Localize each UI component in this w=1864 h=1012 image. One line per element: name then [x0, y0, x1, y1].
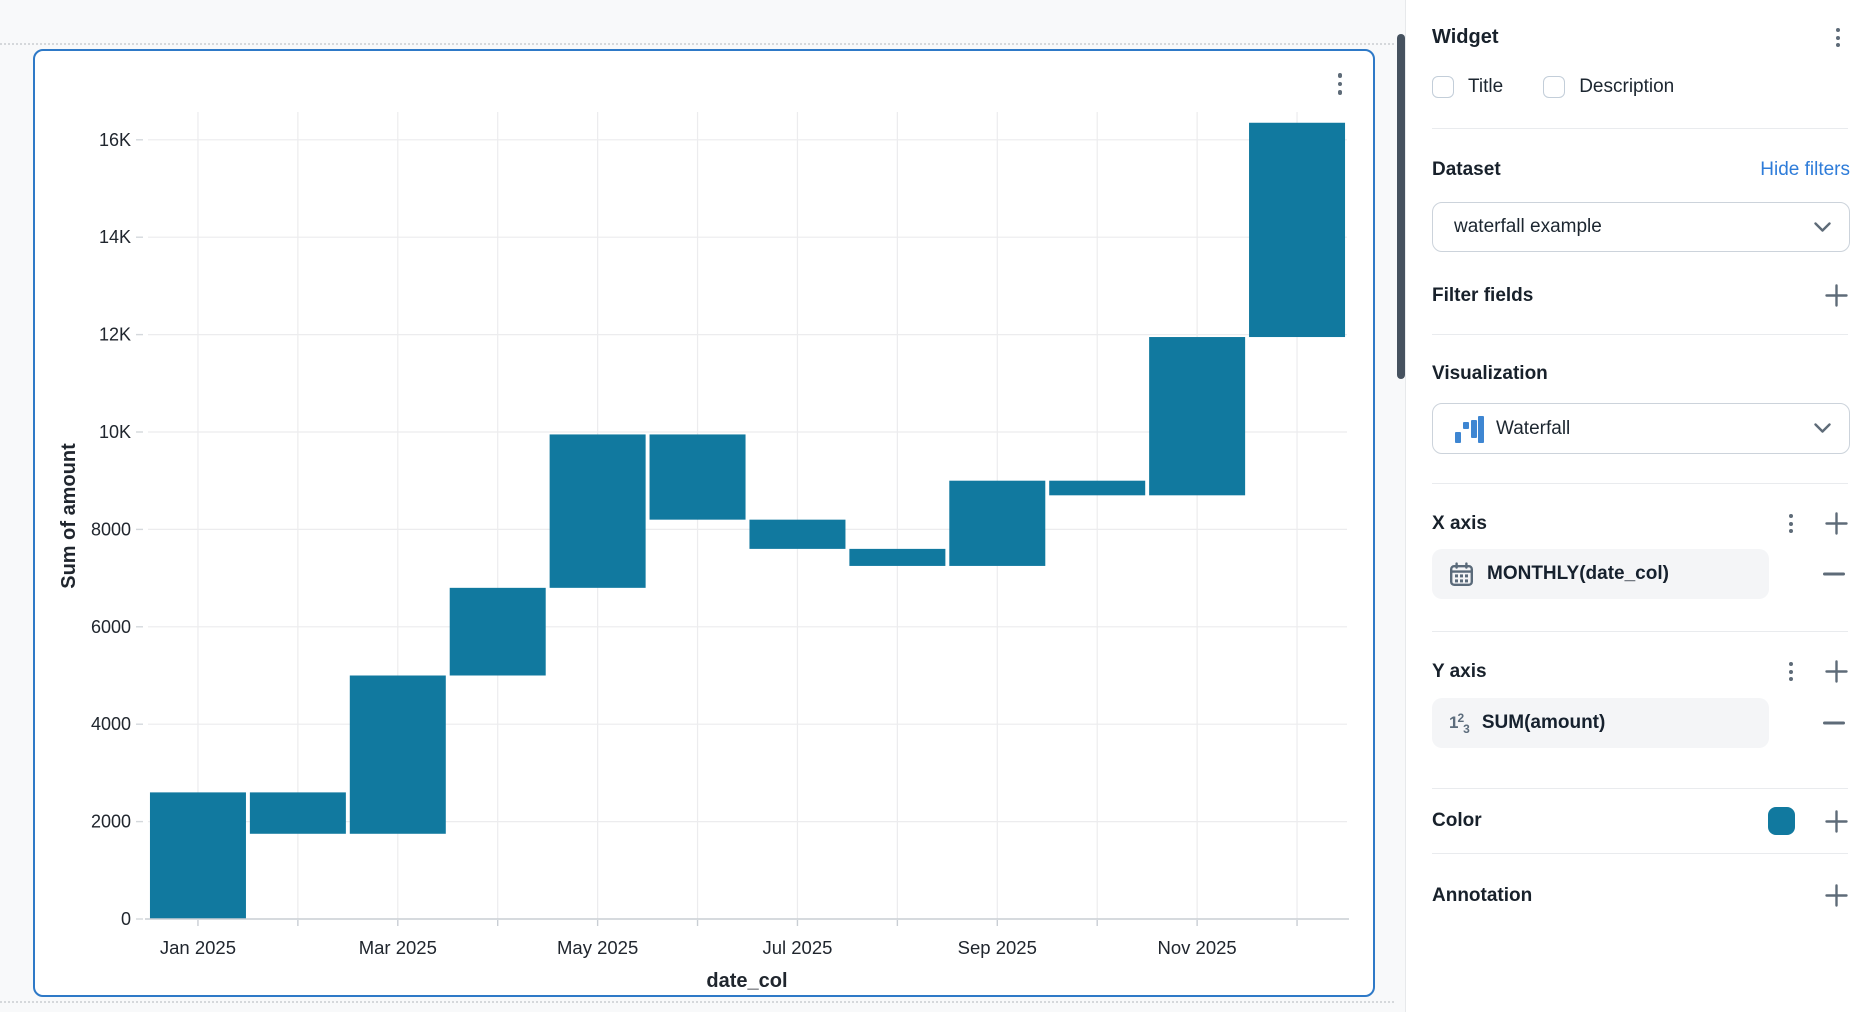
dashboard-canvas: 0 2000 4000 6000 8000 10K 12K 14K 16K Jan 2025 Mar…	[0, 43, 1394, 1003]
hide-filters-link[interactable]: Hide filters	[1760, 159, 1850, 180]
x-axis-field-name: MONTHLY(date_col)	[1487, 563, 1669, 584]
color-label: Color	[1432, 810, 1482, 831]
plus-icon	[1825, 809, 1848, 833]
y-tick-label: 4000	[91, 714, 131, 734]
x-axis-label: X axis	[1432, 512, 1487, 534]
y-axis-field-pill[interactable]: 123 SUM(amount)	[1432, 698, 1769, 748]
minus-icon	[1823, 572, 1845, 576]
add-y-axis-field-button[interactable]	[1825, 660, 1848, 683]
x-tick-label: Mar 2025	[359, 937, 437, 958]
waterfall-chart: 0 2000 4000 6000 8000 10K 12K 14K 16K Jan 2025 Mar…	[58, 112, 1349, 992]
section-divider	[1432, 483, 1848, 484]
remove-y-axis-field-button[interactable]	[1823, 721, 1845, 725]
add-x-axis-field-button[interactable]	[1825, 512, 1848, 535]
y-tick-label: 14K	[99, 227, 131, 247]
chevron-down-icon	[1814, 423, 1831, 433]
calendar-icon	[1450, 561, 1474, 586]
card-menu-kebab-icon[interactable]	[1336, 71, 1345, 97]
y-axis-label: Y axis	[1432, 660, 1487, 682]
x-tick-label: Jan 2025	[160, 937, 236, 958]
y-tick-label: 10K	[99, 422, 131, 442]
minus-icon	[1823, 721, 1845, 725]
x-axis-menu-kebab-icon[interactable]	[1787, 512, 1795, 535]
panel-title: Widget	[1432, 26, 1499, 48]
dataset-selected-value: waterfall example	[1454, 216, 1602, 237]
widget-config-panel: Widget Title Description Dataset	[1406, 0, 1864, 1012]
x-tick-label: May 2025	[557, 937, 638, 958]
waterfall-bar-jul[interactable]	[749, 519, 846, 549]
chevron-down-icon	[1814, 221, 1831, 232]
panel-divider	[1405, 0, 1406, 1012]
y-tick-label: 16K	[99, 130, 131, 150]
visualization-selected-value: Waterfall	[1496, 417, 1571, 439]
y-tick-label: 2000	[91, 812, 131, 832]
y-tick-label: 12K	[99, 325, 131, 345]
description-checkbox[interactable]	[1543, 76, 1566, 98]
waterfall-bar-dec[interactable]	[1249, 122, 1346, 338]
grid-guide-bottom	[0, 1001, 1394, 1003]
section-divider	[1432, 853, 1848, 854]
section-divider	[1432, 631, 1848, 632]
waterfall-bar-nov[interactable]	[1149, 337, 1246, 496]
x-tick-label: Nov 2025	[1158, 937, 1237, 958]
waterfall-chart-icon	[1454, 414, 1484, 444]
dataset-select[interactable]: waterfall example	[1432, 202, 1850, 252]
waterfall-bar-jan[interactable]	[149, 792, 246, 919]
waterfall-bars	[149, 122, 1346, 919]
x-axis-field-pill[interactable]: MONTHLY(date_col)	[1432, 549, 1769, 599]
visualization-select[interactable]: Waterfall	[1432, 403, 1850, 454]
panel-scrollbar[interactable]	[1397, 34, 1405, 379]
x-tick-label: Jul 2025	[762, 937, 832, 958]
waterfall-bar-may[interactable]	[549, 434, 646, 588]
dataset-label: Dataset	[1432, 159, 1501, 180]
number-123-icon: 123	[1449, 710, 1470, 736]
waterfall-bar-oct[interactable]	[1049, 480, 1146, 496]
waterfall-bar-mar[interactable]	[349, 675, 446, 834]
description-checkbox-label: Description	[1579, 76, 1675, 97]
add-annotation-button[interactable]	[1825, 884, 1848, 907]
add-color-button[interactable]	[1825, 809, 1848, 833]
section-divider	[1432, 788, 1848, 789]
section-divider	[1432, 128, 1848, 129]
grid-guide-top	[0, 43, 1394, 45]
series-color-swatch[interactable]	[1768, 807, 1795, 835]
panel-menu-kebab-icon[interactable]	[1834, 26, 1842, 49]
section-divider	[1432, 334, 1848, 335]
chart-widget-card[interactable]: 0 2000 4000 6000 8000 10K 12K 14K 16K Jan 2025 Mar…	[33, 49, 1375, 997]
y-tick-label: 8000	[91, 519, 131, 539]
add-filter-field-button[interactable]	[1825, 284, 1848, 307]
annotation-label: Annotation	[1432, 884, 1533, 906]
y-tick-label: 6000	[91, 617, 131, 637]
plus-icon	[1825, 512, 1848, 535]
waterfall-bar-apr[interactable]	[449, 587, 546, 676]
filter-fields-label: Filter fields	[1432, 284, 1534, 306]
title-checkbox[interactable]	[1432, 76, 1454, 98]
y-axis-field-name: SUM(amount)	[1481, 712, 1606, 733]
waterfall-bar-jun[interactable]	[649, 434, 746, 520]
axis-tick-labels: 0 2000 4000 6000 8000 10K 12K 14K 16K Jan 2025 Mar…	[91, 130, 1237, 958]
visualization-label: Visualization	[1432, 363, 1548, 384]
waterfall-bar-aug[interactable]	[849, 548, 946, 566]
y-axis-title: Sum of amount	[58, 443, 80, 589]
plus-icon	[1825, 284, 1848, 307]
waterfall-bar-feb[interactable]	[249, 792, 346, 834]
y-axis-menu-kebab-icon[interactable]	[1787, 660, 1795, 683]
remove-x-axis-field-button[interactable]	[1823, 572, 1845, 576]
plus-icon	[1825, 884, 1848, 907]
plus-icon	[1825, 660, 1848, 683]
title-checkbox-label: Title	[1468, 76, 1504, 97]
x-tick-label: Sep 2025	[958, 937, 1037, 958]
x-axis-title: date_col	[706, 970, 787, 992]
waterfall-bar-sep[interactable]	[949, 480, 1046, 566]
chart-axes	[136, 139, 1349, 926]
y-tick-label: 0	[121, 909, 131, 929]
